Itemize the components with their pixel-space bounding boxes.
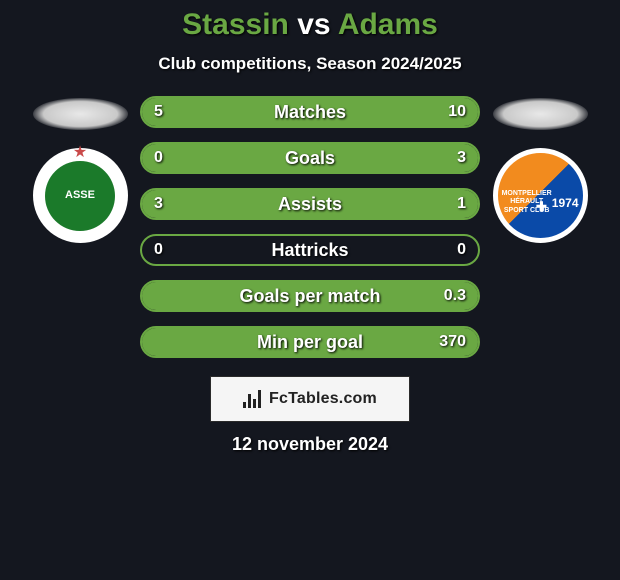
team1-badge: ★ ASSE xyxy=(33,148,128,243)
star-icon: ★ xyxy=(73,142,87,162)
subtitle: Club competitions, Season 2024/2025 xyxy=(0,54,620,74)
vs-text: vs xyxy=(297,8,330,41)
main-row: ★ ASSE 5 10 Matches 0 3 Goals 3 1 Assists 0 0 Hattr… xyxy=(0,96,620,358)
team2-year: 1974 xyxy=(552,197,579,211)
bar-label: Goals per match xyxy=(239,286,380,307)
comparison-card: Stassin vs Adams Club competitions, Seas… xyxy=(0,0,620,455)
right-side: MONTPELLIER HÉRAULT SPORT CLUB 1974 ✚ xyxy=(480,96,600,243)
bar-value-right: 3 xyxy=(457,149,466,167)
bar-value-right: 1 xyxy=(457,195,466,213)
player1-silhouette-shadow xyxy=(33,98,128,130)
bar-fill-left xyxy=(142,190,394,218)
bar-value-left: 5 xyxy=(154,103,163,121)
stat-bar-row: 0.3 Goals per match xyxy=(140,280,480,312)
stat-bar-row: 0 0 Hattricks xyxy=(140,234,480,266)
team1-badge-text: ASSE xyxy=(65,190,95,201)
page-title: Stassin vs Adams xyxy=(0,8,620,42)
stat-bars: 5 10 Matches 0 3 Goals 3 1 Assists 0 0 Hattricks 0.3… xyxy=(140,96,480,358)
stat-bar-row: 5 10 Matches xyxy=(140,96,480,128)
bar-label: Matches xyxy=(274,102,346,123)
stat-bar-row: 0 3 Goals xyxy=(140,142,480,174)
team1-badge-inner: ASSE xyxy=(45,161,115,231)
bar-value-left: 0 xyxy=(154,241,163,259)
bar-value-right: 0 xyxy=(457,241,466,259)
cross-icon: ✚ xyxy=(536,200,544,214)
left-side: ★ ASSE xyxy=(20,96,140,243)
team2-badge: MONTPELLIER HÉRAULT SPORT CLUB 1974 ✚ xyxy=(493,148,588,243)
bar-value-right: 0.3 xyxy=(444,287,466,305)
player2-silhouette-shadow xyxy=(493,98,588,130)
bar-value-left: 3 xyxy=(154,195,163,213)
bar-chart-icon xyxy=(243,390,263,408)
bar-value-right: 370 xyxy=(439,333,466,351)
bar-value-right: 10 xyxy=(448,103,466,121)
bar-label: Hattricks xyxy=(271,240,348,261)
player1-name: Stassin xyxy=(182,8,289,41)
stat-bar-row: 3 1 Assists xyxy=(140,188,480,220)
bar-label: Assists xyxy=(278,194,342,215)
player2-name: Adams xyxy=(338,8,438,41)
stat-bar-row: 370 Min per goal xyxy=(140,326,480,358)
date-text: 12 november 2024 xyxy=(0,434,620,455)
bar-label: Min per goal xyxy=(257,332,363,353)
bar-label: Goals xyxy=(285,148,335,169)
bar-value-left: 0 xyxy=(154,149,163,167)
brand-text: FcTables.com xyxy=(269,390,377,408)
brand-logo: FcTables.com xyxy=(210,376,410,422)
